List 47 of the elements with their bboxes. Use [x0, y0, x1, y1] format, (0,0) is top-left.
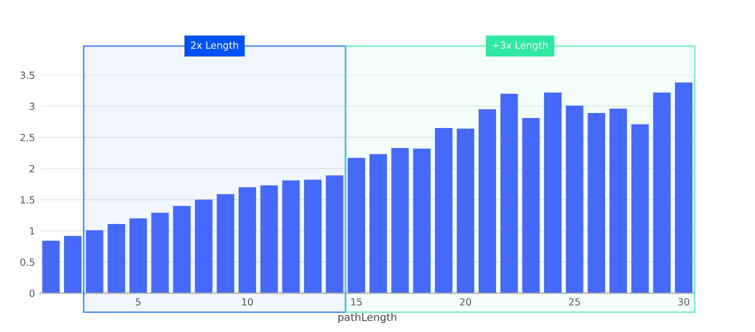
- bar: [544, 92, 562, 294]
- bar: [369, 154, 387, 294]
- y-tick-label: 0.5: [20, 258, 34, 266]
- bar: [674, 82, 692, 294]
- bar: [478, 109, 496, 294]
- x-tick-label: 25: [569, 298, 580, 306]
- bar: [456, 128, 474, 294]
- bar: [260, 185, 278, 294]
- bar: [434, 128, 452, 294]
- x-tick-label: 5: [136, 298, 140, 306]
- bar: [108, 224, 126, 294]
- bar: [282, 180, 300, 294]
- x-tick-label: 15: [351, 298, 362, 306]
- y-tick-label: 0: [30, 290, 35, 297]
- bar: [151, 212, 169, 294]
- y-tick-label: 2.5: [20, 134, 34, 142]
- bar: [348, 158, 366, 294]
- bar: [129, 218, 147, 294]
- bar: [86, 230, 104, 294]
- x-axis-title: pathLength: [338, 312, 396, 324]
- bar: [391, 148, 409, 294]
- band-label: 2x Length: [191, 41, 238, 51]
- x-tick-label: 20: [460, 298, 472, 306]
- y-tick-label: 1.5: [20, 196, 34, 204]
- bar: [326, 175, 344, 294]
- x-tick-label: 10: [242, 298, 253, 306]
- bar: [64, 236, 82, 294]
- y-tick-label: 1: [30, 227, 34, 235]
- bar: [194, 200, 212, 294]
- bar: [238, 187, 256, 294]
- y-tick-label: 3: [30, 102, 34, 110]
- bar: [588, 113, 606, 294]
- bar: [500, 94, 518, 294]
- bar: [566, 106, 584, 294]
- bar: [42, 240, 60, 294]
- bar: [522, 118, 540, 294]
- bar: [413, 148, 431, 294]
- bar: [173, 206, 191, 294]
- y-tick-label: 3.5: [20, 72, 34, 79]
- y-tick-label: 2: [30, 164, 34, 172]
- bar: [304, 180, 322, 294]
- bar: [653, 92, 671, 294]
- bar: [216, 194, 234, 294]
- x-tick-label: 30: [678, 298, 690, 306]
- bar: [610, 108, 627, 294]
- band-label: +3x Length: [492, 41, 548, 51]
- bar: [631, 124, 649, 294]
